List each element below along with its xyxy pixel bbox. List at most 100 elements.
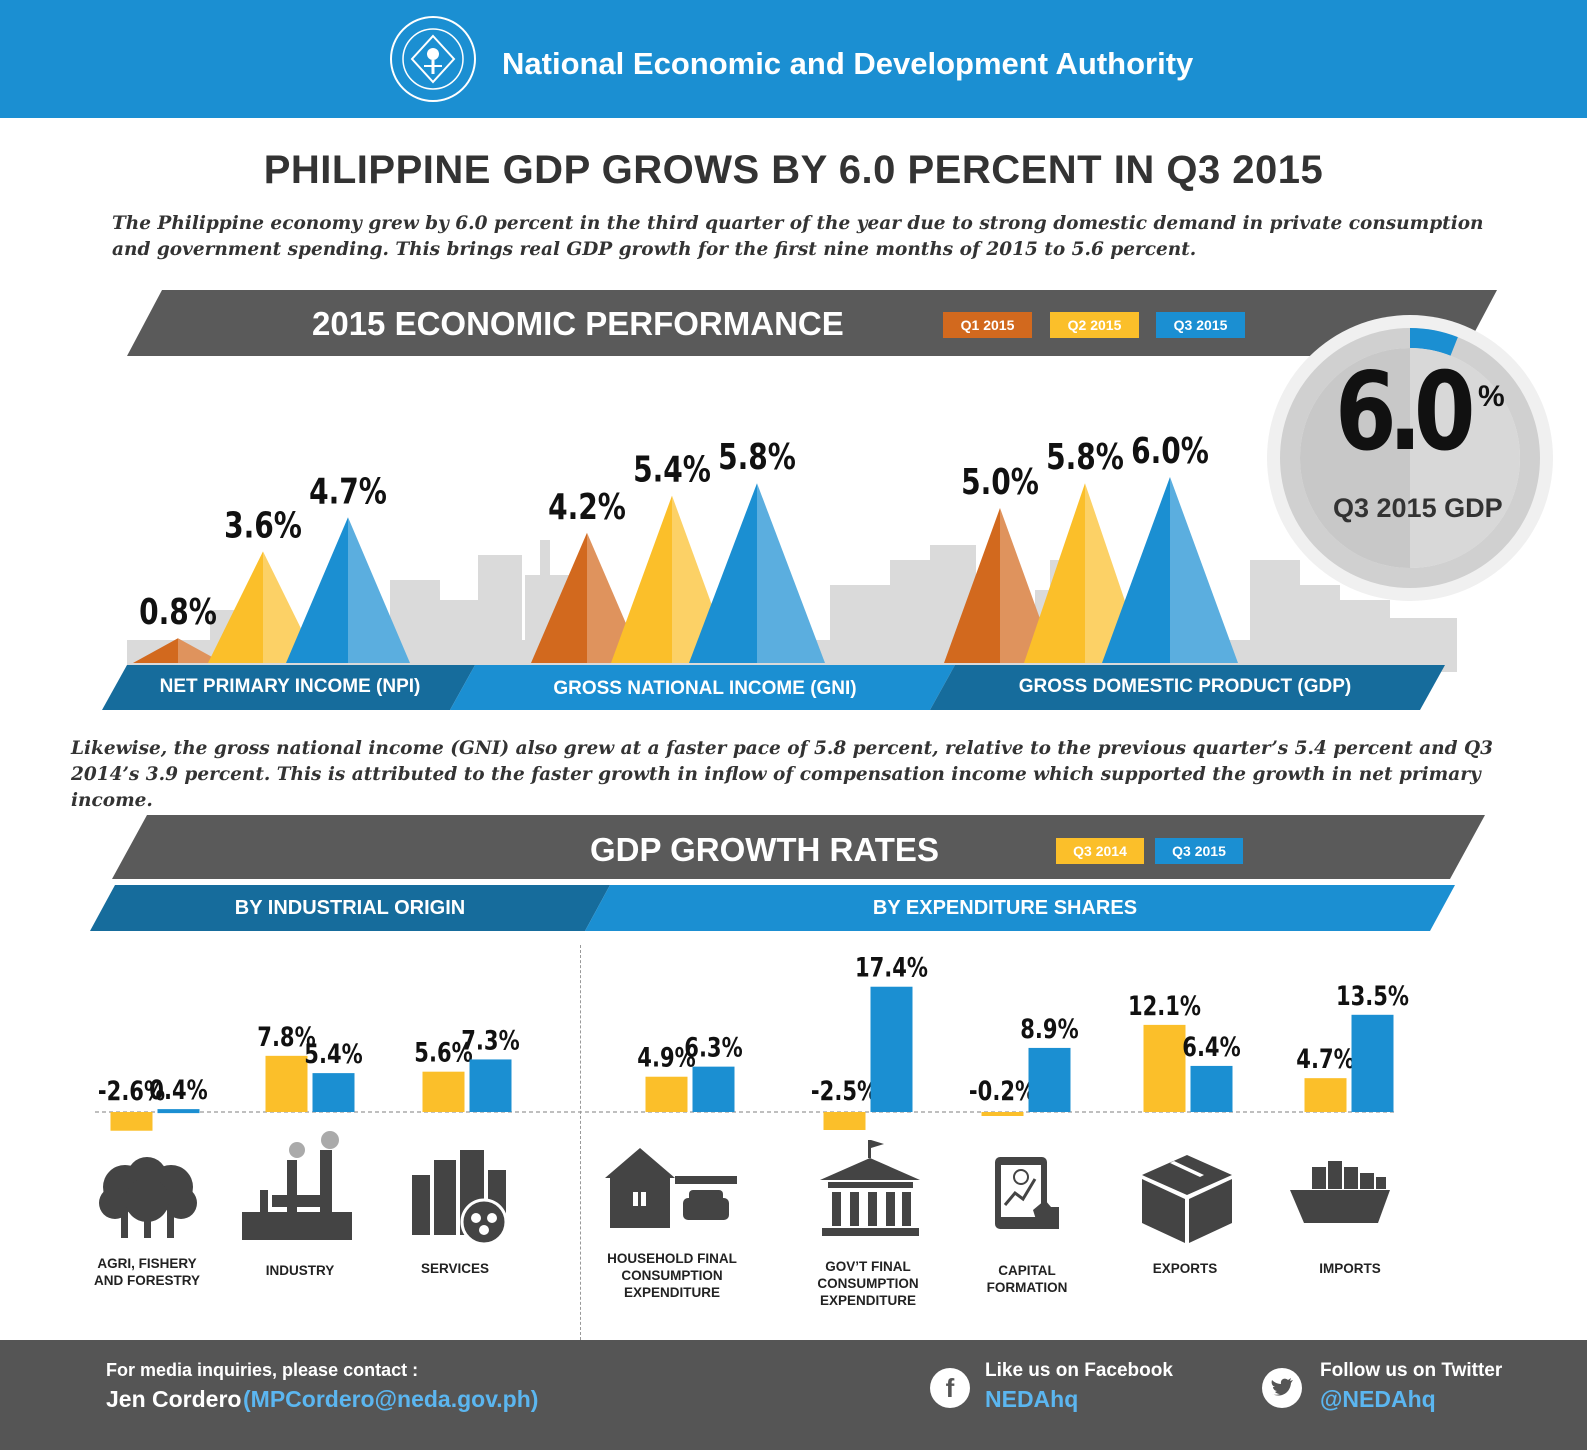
bar-0-0: [110, 1112, 153, 1131]
boxes-icon: [1142, 1155, 1232, 1243]
bar-label-6-1: 6.4%: [1182, 1031, 1240, 1062]
bar-2-0: [422, 1071, 465, 1112]
bar-label-3-1: 6.3%: [684, 1032, 742, 1063]
twitter-icon[interactable]: [1262, 1368, 1302, 1408]
bar-label-4-0: -2.5%: [811, 1075, 878, 1106]
expenditure-shares-label: BY EXPENDITURE SHARES: [872, 897, 1138, 919]
mountain-label-1-1: 5.4%: [633, 448, 711, 490]
category-label-2: SERVICES: [365, 1260, 545, 1277]
mountain-label-1-2: 5.8%: [718, 436, 796, 478]
bar-5-1: [1028, 1047, 1071, 1112]
page-title: PHILIPPINE GDP GROWS BY 6.0 PERCENT IN Q…: [263, 148, 1324, 192]
economic-performance-chart: 0.8%4.2%5.0%3.6%5.4% 5.8%4.7%5.8% 6.0%: [133, 430, 1238, 663]
category-gni: GROSS NATIONAL INCOME (GNI): [553, 678, 857, 699]
bar-label-1-0: 7.8%: [257, 1021, 315, 1052]
legend-q1-2015: Q1 2015: [943, 312, 1032, 338]
bar-label-2-0: 5.6%: [414, 1037, 472, 1068]
category-label-4: GOV’T FINAL CONSUMPTION EXPENDITURE: [778, 1258, 958, 1309]
section1-band: [127, 290, 1497, 356]
category-label-line: IMPORTS: [1319, 1261, 1381, 1276]
bar-label-5-0: -0.2%: [969, 1075, 1036, 1106]
bar-label-0-0: -2.6%: [98, 1075, 165, 1106]
category-label-line: EXPENDITURE: [819, 1293, 917, 1308]
category-label-5: CAPITAL FORMATION: [937, 1262, 1117, 1296]
mountain-2-2: [1102, 477, 1238, 663]
facebook-label: Like us on Facebook: [985, 1360, 1173, 1381]
category-label-line: INDUSTRY: [265, 1263, 335, 1278]
legend-q3-2015-b: Q3 2015: [1155, 838, 1243, 864]
bar-4-0: [823, 1112, 866, 1130]
mountain-0-2: [286, 517, 410, 663]
category-gdp: GROSS DOMESTIC PRODUCT (GDP): [1018, 676, 1352, 697]
mountain-label-2-0: 5.0%: [961, 461, 1039, 503]
bar-label-6-0: 12.1%: [1128, 990, 1201, 1021]
house-car-icon: [605, 1148, 737, 1228]
bar-7-0: [1304, 1078, 1347, 1112]
city-buildings-icon: [412, 1150, 508, 1245]
category-npi: NET PRIMARY INCOME (NPI): [159, 676, 421, 697]
bar-6-0: [1143, 1024, 1186, 1112]
category-label-3: HOUSEHOLD FINAL CONSUMPTION EXPENDITURE: [582, 1250, 762, 1301]
mountain-label-2-2: 6.0%: [1131, 430, 1209, 472]
bar-label-7-1: 13.5%: [1336, 980, 1409, 1011]
bar-2-1: [469, 1059, 512, 1112]
intro-paragraph: The Philippine economy grew by 6.0 perce…: [112, 213, 1484, 260]
contact-email-link[interactable]: (MPCordero@neda.gov.ph): [243, 1386, 539, 1412]
bar-label-3-0: 4.9%: [637, 1042, 695, 1073]
neda-seal-logo: [390, 16, 476, 102]
bar-label-7-0: 4.7%: [1296, 1044, 1354, 1075]
government-building-icon: [820, 1140, 920, 1236]
category-label-line: CONSUMPTION: [817, 1276, 919, 1291]
facebook-handle-link[interactable]: NEDAhq: [985, 1386, 1079, 1412]
category-label-line: SERVICES: [420, 1261, 490, 1276]
category-label-line: CONSUMPTION: [621, 1268, 723, 1283]
bar-4-1: [870, 986, 913, 1112]
gdp-highlight-caption: Q3 2015 GDP: [1333, 493, 1503, 523]
bar-6-1: [1190, 1065, 1233, 1112]
mountain-label-0-0: 0.8%: [139, 591, 217, 633]
category-label-7: IMPORTS: [1260, 1260, 1440, 1277]
category-label-line: AND FORESTRY: [93, 1273, 200, 1288]
contact-name: Jen Cordero: [106, 1386, 242, 1412]
industrial-origin-label: BY INDUSTRIAL ORIGIN: [234, 897, 466, 919]
twitter-handle-link[interactable]: @NEDAhq: [1320, 1386, 1436, 1412]
facebook-icon[interactable]: f: [930, 1368, 970, 1408]
category-label-line: EXPENDITURE: [623, 1285, 721, 1300]
category-label-1: INDUSTRY: [210, 1262, 390, 1279]
category-label-line: EXPORTS: [1152, 1261, 1218, 1276]
org-name: National Economic and Development Author…: [502, 46, 1194, 81]
category-label-line: AGRI, FISHERY: [97, 1256, 197, 1271]
gni-paragraph: Likewise, the gross national income (GNI…: [71, 738, 1493, 811]
mountain-label-0-2: 4.7%: [309, 470, 387, 512]
bar-label-1-1: 5.4%: [304, 1039, 362, 1070]
category-label-0: AGRI, FISHERY AND FORESTRY: [57, 1255, 237, 1289]
gdp-highlight-value: 6.0: [1335, 350, 1476, 475]
category-label-line: GOV’T FINAL: [825, 1259, 911, 1274]
bar-3-1: [692, 1066, 735, 1112]
contact-intro: For media inquiries, please contact :: [106, 1360, 419, 1380]
factory-icon: [242, 1131, 352, 1240]
section2-title: GDP GROWTH RATES: [590, 831, 939, 868]
bar-1-0: [265, 1055, 308, 1112]
bar-5-0: [981, 1112, 1024, 1116]
bar-label-2-1: 7.3%: [461, 1025, 519, 1056]
tablet-chart-icon: [995, 1157, 1059, 1229]
mountain-2-1: [1024, 483, 1146, 663]
bar-label-0-1: 0.4%: [149, 1075, 207, 1106]
footer: [0, 1340, 1587, 1450]
tree-icon: [99, 1157, 197, 1238]
bar-3-0: [645, 1076, 688, 1112]
section1-title: 2015 ECONOMIC PERFORMANCE: [312, 305, 844, 342]
twitter-label: Follow us on Twitter: [1320, 1360, 1503, 1381]
section-divider: [580, 945, 581, 1340]
category-label-line: FORMATION: [986, 1280, 1068, 1295]
mountain-label-1-0: 4.2%: [548, 485, 626, 527]
category-label-line: CAPITAL: [998, 1263, 1056, 1278]
header-bar: [0, 0, 1587, 118]
bar-0-1: [157, 1109, 200, 1114]
bar-7-1: [1351, 1014, 1394, 1112]
bar-1-1: [312, 1073, 355, 1112]
legend-q3-2015: Q3 2015: [1156, 312, 1245, 338]
gdp-growth-rates-chart: -2.6% 7.8% 5.6% 4.9% -2.5% -0.2% 12.1% 4.7% 0.4%…: [95, 952, 1409, 1131]
mountain-label-0-1: 3.6%: [224, 504, 302, 546]
